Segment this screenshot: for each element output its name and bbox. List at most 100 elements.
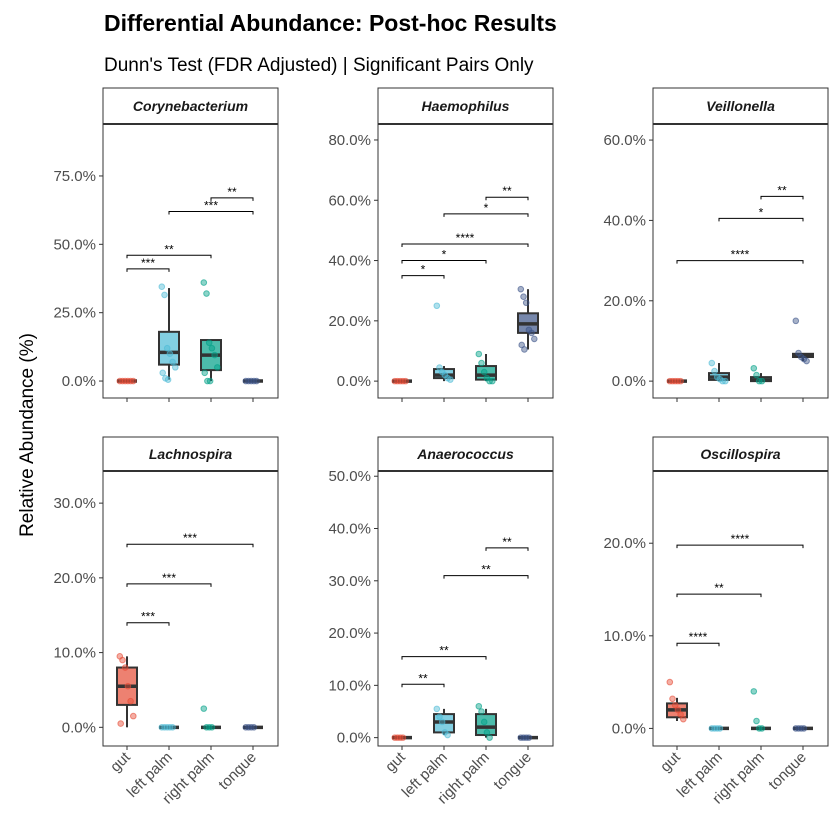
data-point bbox=[517, 285, 525, 293]
data-point bbox=[753, 717, 760, 725]
significance-label: ** bbox=[502, 535, 512, 549]
significance-label: **** bbox=[689, 630, 708, 644]
significance-bracket: **** bbox=[401, 231, 529, 247]
y-tick-label: 0.0% bbox=[612, 373, 646, 390]
significance-bracket: ** bbox=[210, 185, 254, 201]
bracket-line bbox=[401, 243, 529, 247]
bracket-line bbox=[126, 583, 212, 587]
significance-label: **** bbox=[731, 248, 750, 262]
data-point bbox=[758, 377, 766, 385]
significance-bracket: ** bbox=[401, 671, 445, 688]
y-tick-label: 0.0% bbox=[337, 730, 371, 747]
data-point bbox=[444, 731, 451, 739]
box-gut bbox=[391, 377, 412, 385]
significance-label: *** bbox=[204, 199, 218, 213]
facet-strip bbox=[102, 87, 279, 125]
significance-bracket: *** bbox=[126, 256, 170, 272]
significance-bracket: *** bbox=[126, 531, 254, 548]
y-tick-label: 20.0% bbox=[328, 313, 371, 330]
data-point bbox=[205, 339, 213, 347]
data-point bbox=[750, 688, 758, 695]
significance-bracket: **** bbox=[676, 630, 720, 647]
data-point bbox=[480, 718, 488, 726]
y-tick-label: 40.0% bbox=[328, 521, 371, 538]
box-gut bbox=[116, 377, 137, 385]
data-point bbox=[159, 369, 166, 377]
x-tick-label: tongue bbox=[490, 749, 534, 793]
significance-label: ** bbox=[418, 671, 428, 685]
y-tick-label: 30.0% bbox=[328, 573, 371, 590]
box-left-palm bbox=[708, 359, 730, 385]
significance-bracket: ** bbox=[485, 184, 529, 201]
data-point bbox=[172, 364, 179, 371]
data-point bbox=[680, 715, 687, 723]
bracket-line bbox=[760, 195, 804, 200]
box-right-palm bbox=[475, 350, 497, 385]
box-gut bbox=[666, 377, 687, 385]
y-tick-label: 75.0% bbox=[53, 168, 96, 185]
significance-label: *** bbox=[141, 610, 155, 624]
bracket-line bbox=[126, 268, 170, 272]
box-tongue bbox=[517, 734, 538, 741]
data-point bbox=[433, 302, 441, 310]
data-point bbox=[677, 377, 684, 385]
significance-bracket: **** bbox=[676, 532, 804, 549]
bracket-line bbox=[210, 197, 254, 201]
significance-bracket: ** bbox=[485, 535, 529, 551]
significance-label: ** bbox=[502, 184, 512, 198]
box-gut bbox=[116, 653, 138, 728]
significance-bracket: * bbox=[718, 205, 804, 222]
x-tick-label: gut bbox=[657, 748, 684, 775]
significance-label: ** bbox=[439, 644, 449, 658]
box-gut bbox=[391, 734, 412, 741]
significance-label: **** bbox=[456, 231, 475, 245]
y-tick-label: 20.0% bbox=[603, 293, 646, 310]
facet-label: Corynebacterium bbox=[133, 98, 248, 114]
y-tick-label: 80.0% bbox=[328, 132, 371, 149]
bracket-line bbox=[485, 196, 529, 201]
significance-bracket: ** bbox=[401, 644, 487, 660]
significance-label: * bbox=[421, 263, 426, 277]
x-tick-label: tongue bbox=[215, 749, 259, 793]
y-tick-label: 0.0% bbox=[337, 373, 371, 390]
data-point bbox=[203, 290, 210, 297]
box-tongue bbox=[792, 725, 813, 732]
panel-haemophilus: Haemophilus0.0%20.0%40.0%60.0%80.0%*****… bbox=[328, 87, 554, 402]
data-point bbox=[520, 293, 527, 301]
facet-strip bbox=[652, 436, 829, 472]
data-point bbox=[124, 682, 132, 690]
y-tick-label: 30.0% bbox=[53, 495, 96, 512]
y-tick-label: 40.0% bbox=[603, 212, 646, 229]
data-point bbox=[169, 724, 176, 731]
facet-label: Veillonella bbox=[706, 98, 775, 114]
data-point bbox=[480, 368, 488, 376]
bracket-line bbox=[676, 593, 762, 598]
bracket-line bbox=[126, 543, 254, 548]
data-point bbox=[164, 376, 172, 383]
bracket-line bbox=[401, 656, 487, 660]
box-right-palm bbox=[200, 705, 221, 731]
data-point bbox=[478, 359, 485, 367]
y-tick-label: 20.0% bbox=[603, 535, 646, 552]
data-point bbox=[161, 291, 168, 299]
significance-label: * bbox=[484, 201, 489, 215]
facet-strip bbox=[377, 436, 554, 472]
data-point bbox=[169, 358, 176, 366]
data-point bbox=[531, 335, 538, 343]
data-point bbox=[522, 299, 530, 307]
bracket-line bbox=[718, 217, 804, 222]
data-point bbox=[206, 377, 214, 385]
panel-border bbox=[652, 123, 829, 399]
data-point bbox=[127, 697, 134, 705]
data-point bbox=[475, 350, 483, 358]
box-iqr bbox=[158, 330, 180, 366]
data-point bbox=[436, 713, 443, 721]
significance-bracket: *** bbox=[126, 610, 170, 626]
y-tick-label: 10.0% bbox=[603, 628, 646, 645]
y-tick-label: 20.0% bbox=[53, 570, 96, 587]
data-point bbox=[211, 351, 218, 359]
significance-label: **** bbox=[731, 532, 750, 546]
significance-label: ** bbox=[164, 242, 174, 256]
y-tick-label: 50.0% bbox=[53, 236, 96, 253]
